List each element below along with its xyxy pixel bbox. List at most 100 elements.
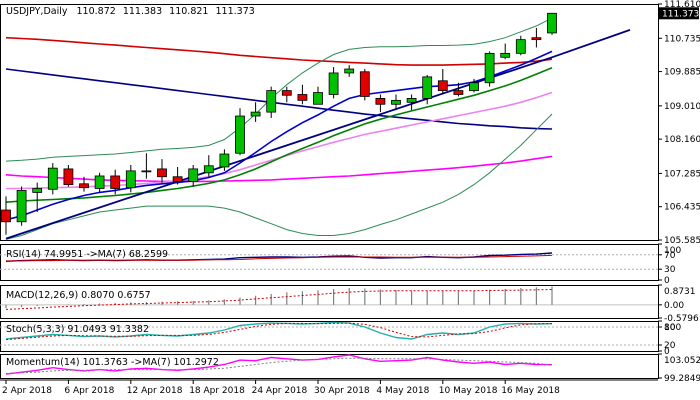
candle-bear [437, 80, 448, 91]
current-price-box [659, 7, 699, 20]
indicator-axis-label: 0.8731 [664, 287, 696, 297]
candle-bear [157, 168, 167, 178]
overlay-bollinger-lower-7 [5, 113, 553, 240]
candle [375, 94, 386, 113]
candle-bull [484, 52, 495, 84]
date-tick-label: 12 Apr 2018 [127, 386, 183, 396]
indicator-axis-label: 20 [664, 341, 676, 351]
candle [453, 82, 464, 97]
candle-bear [79, 183, 89, 189]
candle [16, 186, 27, 226]
indicator-axis-label: 70 [664, 251, 676, 261]
indicator-axis-label: 0 [664, 276, 670, 286]
candle [328, 67, 339, 99]
low-value: 110.821 [169, 6, 208, 17]
candle-bull [235, 115, 245, 154]
candle [1, 196, 11, 235]
candle-bull [406, 98, 417, 103]
candle [110, 169, 121, 195]
candle-bull [328, 72, 339, 95]
date-tick-label: 2 Apr 2018 [2, 386, 52, 396]
date-tick-label: 4 May 2018 [376, 386, 429, 396]
overlay-trendline-8 [5, 29, 631, 240]
candle-bull [515, 39, 526, 54]
candle [79, 176, 89, 192]
date-axis: 2 Apr 2018 6 Apr 2018 12 Apr 2018 18 Apr 20… [0, 379, 658, 396]
candle [250, 102, 261, 122]
candle-bull [500, 52, 511, 58]
date-tick-label: 30 Apr 2018 [314, 386, 370, 396]
candle [297, 84, 308, 105]
overlay-moving-average-4 [5, 67, 553, 203]
rsi-label: RSI(14) 74.9951 ->MA(7) 68.2599 [6, 249, 168, 260]
candle-bear [297, 94, 308, 101]
indicator-series-momentum-1 [5, 357, 553, 374]
date-tick-label: 24 Apr 2018 [252, 386, 308, 396]
indicator-series-stoch-1 [5, 322, 553, 341]
indicator-axis-label: 0.00 [664, 301, 684, 311]
candle [125, 164, 136, 193]
candle [63, 164, 74, 187]
candle-bull [16, 190, 27, 223]
candle-bull [32, 188, 43, 193]
price-tick-label: 111.610 [664, 0, 700, 10]
overlay-moving-average-0 [5, 36, 553, 66]
overlay-moving-average-5 [5, 50, 553, 221]
indicator-axis-label: -0.5796 [664, 314, 699, 324]
candle-bull [391, 99, 401, 105]
open-value: 110.872 [77, 6, 116, 17]
candle [47, 163, 58, 195]
candle [437, 69, 448, 95]
candle [203, 155, 214, 177]
candle-bull [141, 170, 152, 173]
candle-bear [281, 90, 292, 96]
overlay-moving-average-1 [5, 68, 553, 130]
momentum-panel: 103.0528 99.2849 [0, 353, 700, 384]
candle [500, 43, 511, 60]
price-tick-label: 110.735 [664, 34, 700, 44]
candle [484, 51, 495, 87]
price-tick-label: 106.435 [664, 203, 700, 213]
current-price-label: 111.373 [662, 9, 699, 19]
candle-bear [531, 37, 542, 41]
symbol-label: USDJPY,Daily [6, 6, 68, 17]
panel-frame [0, 244, 659, 281]
indicator-axis-label: 100 [664, 246, 681, 256]
candle-bear [453, 90, 464, 95]
candle-bull [219, 153, 230, 168]
macd-signal-line [5, 289, 553, 310]
candle [469, 78, 479, 93]
candle-bull [422, 76, 433, 99]
candle-bull [47, 167, 58, 190]
candle [266, 86, 277, 118]
indicator-axis-label: 30 [664, 265, 676, 275]
candle [313, 86, 323, 105]
panel-frame [0, 285, 659, 319]
candle [344, 65, 355, 77]
macd-panel: 0.8731 0.00 -0.5796 [0, 284, 699, 324]
main-frame [0, 4, 659, 241]
candle-bear [110, 175, 121, 189]
candle-bull [188, 168, 199, 182]
main-panel: 111.610 110.735 109.885 109.010 108.160 107.2… [0, 0, 700, 246]
candle [235, 108, 245, 156]
candle-bull [250, 111, 261, 117]
close-value: 111.373 [216, 6, 255, 17]
candle [32, 182, 43, 212]
candle-bear [63, 168, 74, 185]
candle-bear [375, 98, 386, 105]
candle-bull [547, 12, 557, 34]
chart-title: USDJPY,Daily 110.872 111.383 110.821 111… [6, 6, 255, 17]
date-tick-label: 18 Apr 2018 [189, 386, 245, 396]
candle [157, 159, 167, 183]
price-tick-label: 109.885 [664, 68, 700, 78]
high-value: 111.383 [123, 6, 162, 17]
macd-label: MACD(12,26,9) 0.8070 0.6757 [6, 290, 151, 301]
stoch-label: Stoch(5,3,3) 91.0493 91.3382 [6, 324, 149, 335]
date-tick-label: 10 May 2018 [439, 386, 498, 396]
indicator-axis-label: 99.2849 [664, 374, 700, 384]
candle-bull [125, 170, 136, 189]
candle-bull [313, 92, 323, 105]
